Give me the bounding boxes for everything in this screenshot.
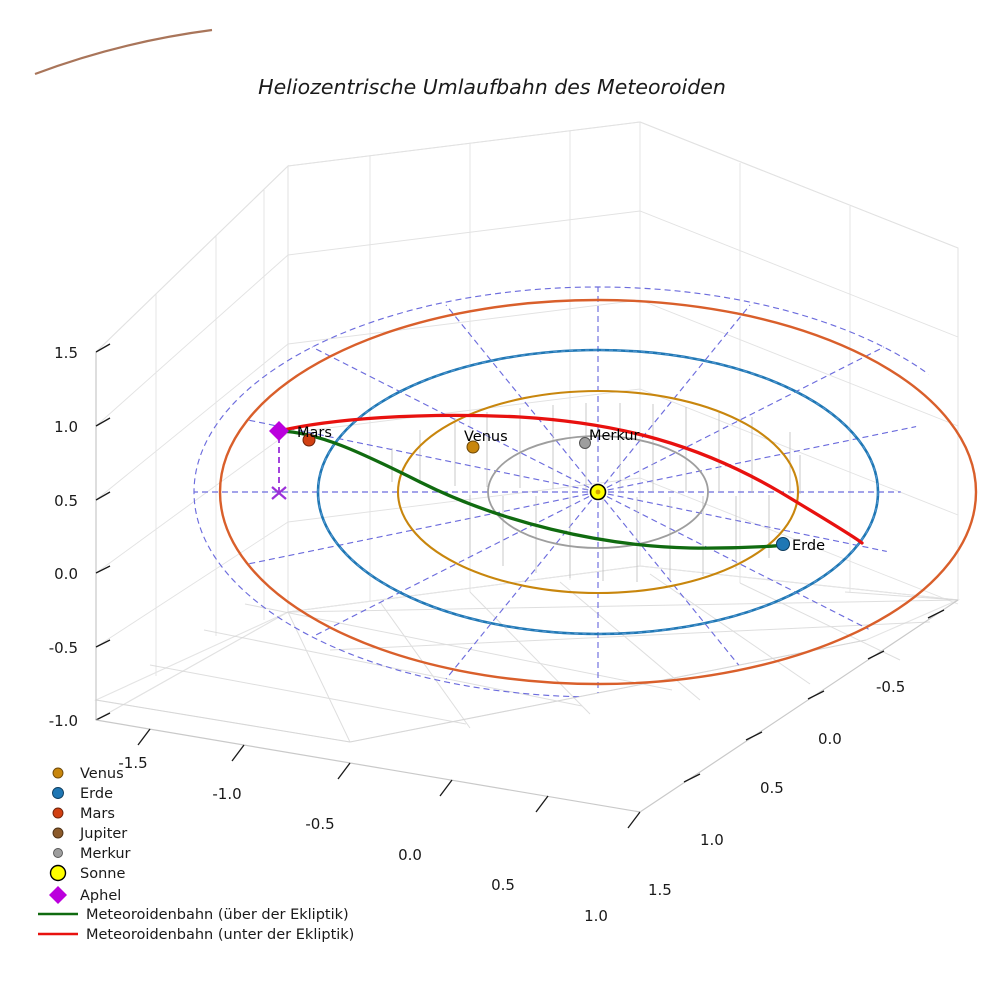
- legend-label-jupiter[interactable]: Jupiter: [79, 826, 127, 842]
- legend-marker-sonne: [49, 864, 67, 882]
- x-tick-label: -1.5: [118, 754, 147, 772]
- x-tick-label: -0.5: [305, 815, 334, 833]
- mars-label: Mars: [297, 425, 332, 441]
- y-axis: -0.5 0.0 0.5 1.0 1.5: [639, 599, 959, 899]
- sonne-marker: [589, 483, 607, 501]
- legend-marker-merkur: [53, 848, 63, 858]
- legend-label-sonne[interactable]: Sonne: [80, 866, 125, 882]
- grid-floor: [95, 573, 959, 743]
- y-tick-label: 0.0: [818, 730, 842, 748]
- meteoroid-trajectory: [277, 413, 864, 550]
- legend-label-merkur[interactable]: Merkur: [80, 846, 131, 862]
- legend-marker-erde: [52, 787, 64, 799]
- aphel-marker: [269, 421, 289, 441]
- ecliptic-spokes: [194, 287, 958, 697]
- legend-marker-mars: [52, 807, 64, 819]
- x-axis: -1.5 -1.0 -0.5 0.0 0.5 1.0: [95, 719, 641, 925]
- orbit-projection-stems: [391, 403, 801, 582]
- trajectory-below-ecliptic-green: [277, 429, 789, 550]
- legend-marker-aphel: [49, 886, 67, 904]
- x-tick-label: -1.0: [212, 785, 241, 803]
- z-tick-label: -1.0: [49, 712, 78, 730]
- y-tick-label: 0.5: [760, 779, 784, 797]
- aphel-projection-x: [271, 486, 287, 500]
- x-tick-label: 0.0: [398, 846, 422, 864]
- venus-orbit: [396, 389, 800, 595]
- page-title: Heliozentrische Umlaufbahn des Meteoroid…: [258, 75, 726, 99]
- aphel-group: [269, 421, 289, 500]
- legend-label-venus[interactable]: Venus: [80, 766, 124, 782]
- erde-label: Erde: [792, 538, 825, 554]
- grid-left-wall: [95, 165, 289, 721]
- merkur-marker: [579, 437, 591, 449]
- planet-orbits: [218, 298, 978, 686]
- y-axis-ticks: [683, 609, 945, 783]
- legend-marker-venus: [52, 767, 64, 779]
- planet-markers: Mars Venus Merkur Erde: [297, 425, 825, 554]
- x-tick-label: 1.0: [584, 907, 608, 925]
- z-tick-label: 0.0: [54, 565, 78, 583]
- merkur-label: Merkur: [589, 428, 640, 444]
- z-tick-label: 1.5: [54, 344, 78, 362]
- erde-marker: [776, 537, 790, 551]
- y-tick-label: 1.5: [648, 881, 672, 899]
- erde-orbit-dashed-overlay: [317, 349, 879, 635]
- y-tick-label: 1.0: [700, 831, 724, 849]
- legend-label-aphel[interactable]: Aphel: [80, 888, 121, 904]
- mars-marker: [302, 433, 316, 447]
- x-tick-label: 0.5: [491, 876, 515, 894]
- ecliptic-reference-grid: [193, 286, 958, 698]
- axes-3d-box: [94, 121, 961, 743]
- legend: Venus Erde Mars Jupiter Merkur Sonne Aph…: [38, 766, 354, 943]
- pane-floor: [94, 565, 961, 743]
- pane-left: [95, 164, 289, 721]
- z-tick-label: 0.5: [54, 492, 78, 510]
- y-tick-label: -0.5: [876, 678, 905, 696]
- mars-orbit: [218, 298, 978, 686]
- z-tick-label: 1.0: [54, 418, 78, 436]
- merkur-orbit: [487, 435, 709, 549]
- z-axis-ticks: [95, 343, 111, 721]
- z-axis: 1.5 1.0 0.5 0.0 -0.5 -1.0: [49, 343, 111, 730]
- grid-back-wall: [287, 121, 959, 613]
- z-tick-label: -0.5: [49, 639, 78, 657]
- legend-label-mars[interactable]: Mars: [80, 806, 115, 822]
- x-axis-ticks: [137, 728, 641, 829]
- legend-marker-jupiter: [52, 827, 64, 839]
- venus-marker: [466, 440, 480, 454]
- trajectory-above-ecliptic-red: [277, 413, 864, 545]
- legend-label-trajectory-above[interactable]: Meteoroidenbahn (über der Ekliptik): [86, 907, 349, 923]
- legend-label-erde[interactable]: Erde: [80, 786, 113, 802]
- venus-label: Venus: [464, 429, 508, 445]
- legend-label-trajectory-below[interactable]: Meteoroidenbahn (unter der Ekliptik): [86, 927, 354, 943]
- jupiter-orbit-arc: [34, 28, 213, 76]
